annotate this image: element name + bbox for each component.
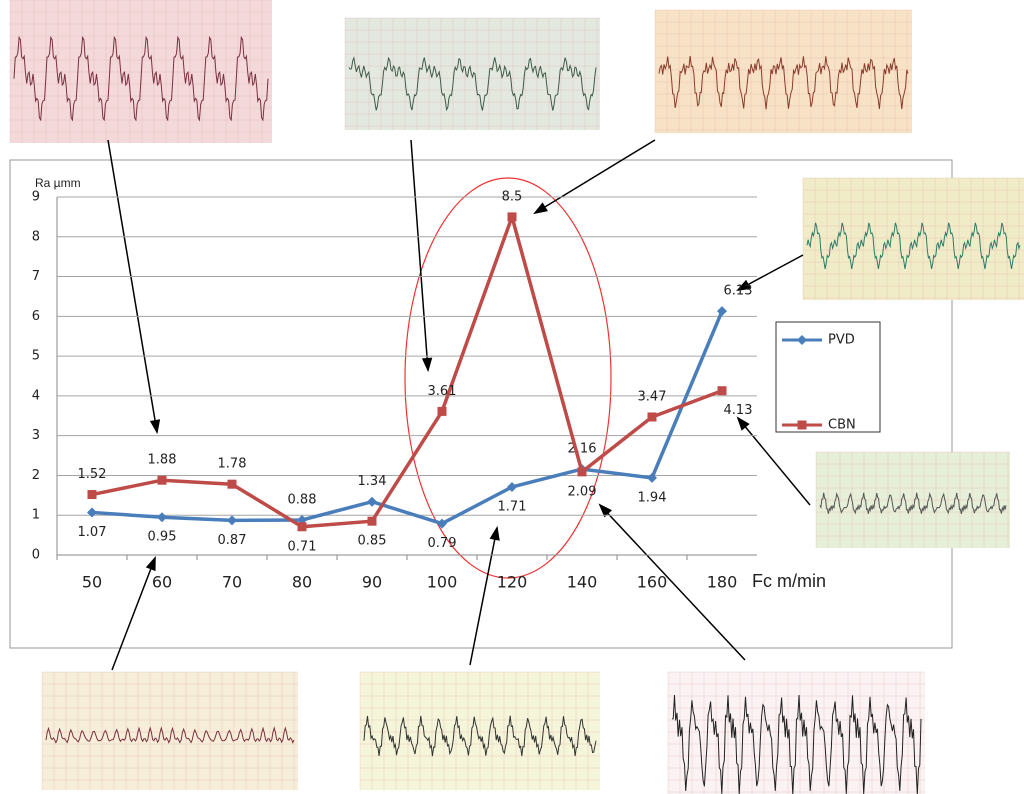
data-label: 0.85 [358, 534, 387, 549]
y-tick-label: 7 [32, 269, 40, 284]
y-tick-label: 1 [32, 508, 40, 523]
oscillograms [9, 0, 1024, 794]
marker [87, 507, 97, 518]
arrow-head [598, 503, 613, 518]
marker [647, 412, 657, 422]
x-tick-label: 50 [82, 573, 102, 592]
arrow-shaft [410, 139, 429, 371]
data-label: 1.52 [78, 467, 107, 482]
data-label: 1.88 [148, 453, 177, 468]
marker [367, 496, 377, 507]
strip-trace [806, 222, 1021, 269]
legend-label: CBN [828, 418, 856, 433]
marker [647, 472, 657, 483]
strip-trace [348, 56, 597, 112]
data-label: 6.13 [724, 284, 753, 299]
marker [157, 475, 167, 485]
x-tick-label: 180 [707, 573, 738, 592]
x-axis-label: Fc m/min [752, 571, 826, 591]
series-line [91, 215, 723, 529]
arrow-shaft [111, 557, 156, 671]
x-tick-label: 140 [567, 573, 598, 592]
arrow-shaft [737, 254, 804, 291]
marker [157, 512, 167, 523]
strip-trace [658, 56, 909, 110]
strip-trace [671, 694, 922, 794]
y-tick-label: 6 [32, 309, 40, 324]
y-tick-label: 0 [32, 548, 40, 563]
strip-background [345, 18, 600, 130]
arrows [107, 139, 811, 671]
legend-marker [797, 420, 807, 430]
data-label: 1.34 [358, 474, 387, 489]
strip-trace [45, 726, 295, 744]
data-label: 1.78 [218, 457, 247, 472]
marker [437, 406, 447, 416]
arrow-head [533, 202, 548, 215]
x-tick-label: 70 [222, 573, 242, 592]
data-label: 0.79 [428, 536, 457, 551]
data-label: 0.88 [288, 492, 317, 507]
arrow-head [489, 525, 500, 541]
data-label: 0.87 [218, 533, 247, 548]
data-label: 1.94 [638, 490, 667, 505]
strip-trace [363, 715, 597, 757]
data-label: 2.16 [568, 442, 597, 457]
strip-background [803, 178, 1024, 300]
data-label: 3.47 [638, 389, 667, 404]
x-tick-label: 90 [362, 573, 382, 592]
marker [577, 467, 587, 477]
marker [717, 386, 727, 396]
data-label: 3.61 [428, 384, 457, 399]
marker [227, 515, 237, 526]
marker [717, 306, 727, 317]
x-tick-label: 60 [152, 573, 172, 592]
data-label: 2.09 [568, 484, 597, 499]
legend-marker [797, 335, 807, 345]
y-tick-label: 8 [32, 229, 40, 244]
arrow-head [145, 555, 156, 572]
strip-trace [13, 35, 269, 122]
data-label: 0.95 [148, 530, 177, 545]
arrow-head [736, 279, 752, 292]
data-label: 1.71 [498, 499, 527, 514]
arrow-shaft [469, 527, 498, 666]
marker [297, 522, 307, 532]
y-tick-label: 9 [32, 190, 40, 205]
arrow-head [736, 416, 750, 431]
arrow-head [421, 357, 433, 373]
x-tick-label: 160 [637, 573, 668, 592]
series-line [91, 310, 724, 526]
data-label: 4.13 [724, 403, 753, 418]
x-tick-label: 100 [427, 573, 458, 592]
marker [87, 490, 97, 500]
arrow-head [149, 419, 161, 435]
strip-background [42, 672, 298, 790]
marker [507, 212, 517, 222]
data-label: 8.5 [502, 189, 523, 204]
arrow-shaft [599, 504, 746, 661]
legend-box [775, 321, 881, 433]
y-tick-label: 3 [32, 428, 40, 443]
x-tick-label: 120 [497, 573, 528, 592]
arrow-shaft [107, 139, 158, 433]
arrow-shaft [534, 139, 656, 214]
data-label: 1.07 [78, 525, 107, 540]
marker [437, 518, 447, 529]
arrow-shaft [737, 417, 811, 506]
y-tick-label: 4 [32, 388, 40, 403]
y-axis-label: Ra µmm [35, 176, 81, 190]
legend-label: PVD [828, 333, 855, 348]
y-tick-label: 5 [32, 349, 40, 364]
marker [507, 481, 517, 492]
y-tick-label: 2 [32, 468, 40, 483]
marker [227, 479, 237, 489]
highlight-ellipse [404, 177, 612, 579]
marker [367, 516, 377, 526]
strip-trace [819, 492, 1007, 515]
data-label: 0.71 [288, 539, 317, 554]
x-tick-label: 80 [292, 573, 312, 592]
